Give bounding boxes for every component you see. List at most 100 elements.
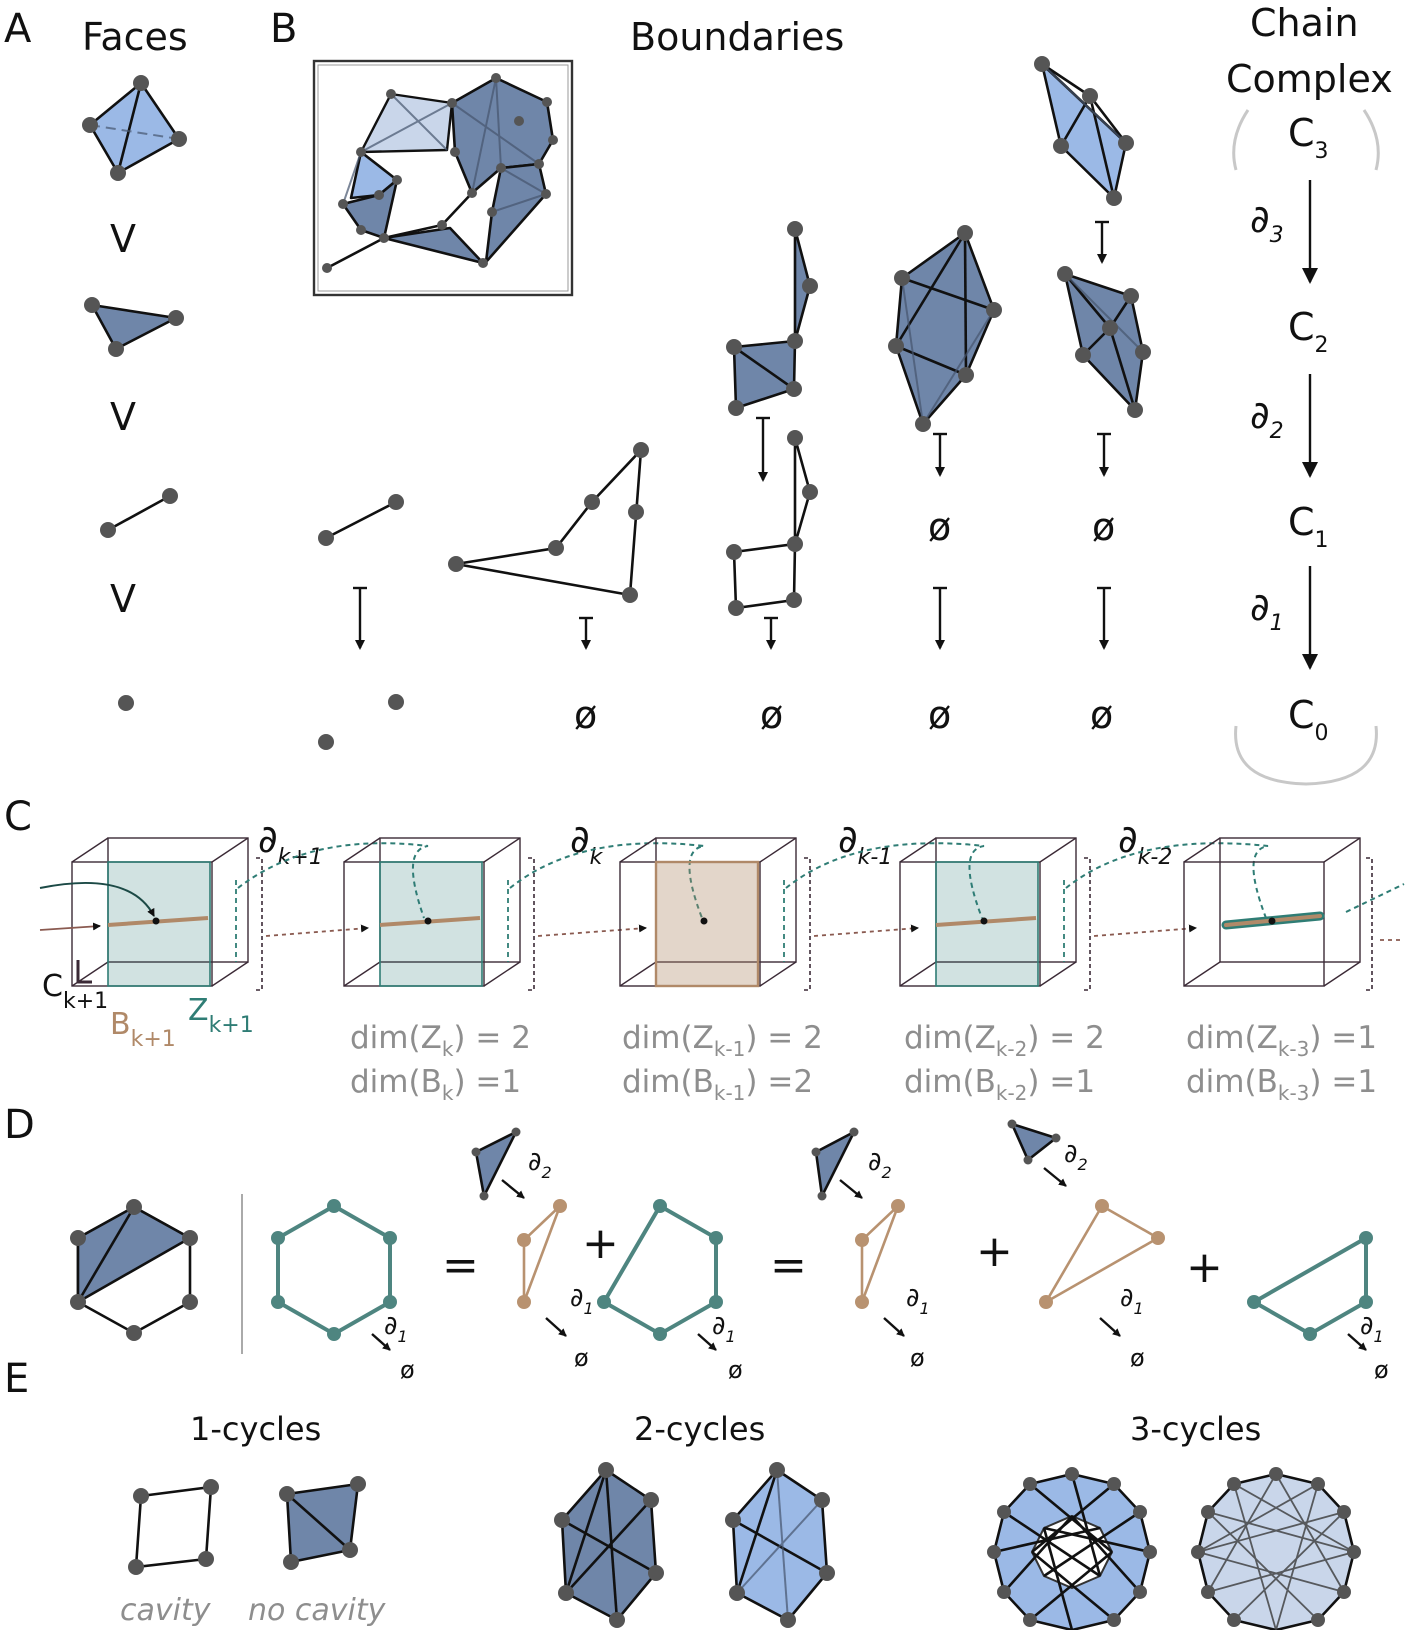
order-symbol-3: V	[110, 577, 136, 621]
map-d3: ∂3	[1250, 197, 1284, 248]
no-cavity-caption: no cavity	[248, 1593, 387, 1628]
dim-b-k-3: dim(Bk-3) =1	[1186, 1064, 1377, 1105]
boundary-col-edge	[318, 494, 404, 750]
vertex-0-face	[118, 695, 134, 711]
dim-z-k-2: dim(Zk-2) = 2	[904, 1020, 1105, 1061]
dim-b-k-1: dim(Bk-1) =2	[622, 1064, 813, 1105]
space-c0: C0	[1288, 693, 1329, 746]
d1-label-d: ∂1	[906, 1283, 930, 1318]
panel-c-chain-cubes: ∂k+1 ∂k ∂k-1 ∂k-2 Ck+1 Bk+1 Zk+1	[39, 817, 1405, 1105]
plus-3: +	[1186, 1242, 1223, 1293]
equals-2: =	[770, 1240, 807, 1291]
d1-label-e: ∂1	[1120, 1283, 1144, 1318]
three-cycle-cavity	[987, 1467, 1157, 1630]
chain-complex: Chain Complex C3 C2 C1 C0 ∂3 ∂2 ∂1	[1226, 1, 1393, 786]
empty-d3: ø	[728, 1356, 743, 1384]
d1-label-b: ∂1	[570, 1283, 594, 1318]
faces-title: Faces	[82, 15, 188, 59]
empty-set-b4a: ø	[928, 505, 951, 549]
one-cycle-cavity	[128, 1479, 219, 1575]
empty-set-b5b: ø	[1090, 693, 1113, 737]
sum-term-4: ∂2 ∂1 ø	[1007, 1119, 1165, 1372]
map-d2: ∂2	[1250, 393, 1284, 444]
order-symbol-2: V	[110, 395, 136, 439]
empty-set-b3: ø	[760, 693, 783, 737]
panel-letter-a: A	[4, 6, 32, 52]
empty-set-b4b: ø	[928, 693, 951, 737]
one-cycle-no-cavity	[279, 1476, 366, 1570]
panel-letter-b: B	[270, 6, 297, 52]
sum-term-3: ∂2 ∂1 ø	[811, 1127, 930, 1372]
equals-1: =	[442, 1240, 479, 1291]
cube-5	[1183, 837, 1405, 991]
boundary-col-square: ø	[726, 221, 818, 737]
empty-d4: ø	[910, 1344, 925, 1372]
map-label-k+1: ∂k+1	[258, 817, 323, 870]
dim-z-k-1: dim(Zk-1) = 2	[622, 1020, 823, 1061]
empty-d2: ø	[574, 1344, 589, 1372]
cavity-caption: cavity	[120, 1593, 212, 1628]
dim-z-k-3: dim(Zk-3) =1	[1186, 1020, 1377, 1061]
three-cycles-title: 3-cycles	[1130, 1410, 1261, 1448]
cube-3	[619, 837, 811, 991]
cube-1	[39, 837, 263, 991]
panel-letter-c: C	[4, 794, 32, 840]
hexagon-complex	[70, 1199, 198, 1341]
tetrahedron-3-face	[82, 75, 187, 181]
d1-label-c: ∂1	[712, 1311, 736, 1346]
panel-a-faces: Faces V V V	[82, 15, 188, 711]
sum-term-1: ∂2 ∂1 ø	[471, 1127, 594, 1372]
empty-d5: ø	[1130, 1344, 1145, 1372]
map-label-k: ∂k	[570, 817, 604, 870]
order-symbol-1: V	[110, 217, 136, 261]
map-label-k-2: ∂k-2	[1118, 817, 1172, 870]
panel-b-boundaries: Boundaries	[312, 15, 1151, 750]
boundary-col-tetra: ø ø	[1034, 56, 1151, 737]
boundaries-title: Boundaries	[630, 15, 844, 59]
two-cycles-title: 2-cycles	[634, 1410, 765, 1448]
panel-letter-d: D	[4, 1102, 35, 1148]
boundary-col-octahedron: ø ø	[888, 225, 1002, 737]
dim-b-k-2: dim(Bk-2) =1	[904, 1064, 1095, 1105]
cube-2	[343, 837, 535, 991]
panel-e-cycles: 1-cycles 2-cycles 3-cycles cavity no cav…	[120, 1410, 1361, 1630]
simplicial-complex-inset	[312, 59, 574, 297]
sum-term-2: ∂1 ø	[597, 1199, 743, 1384]
panel-letter-e: E	[4, 1356, 29, 1402]
chain-title-1: Chain	[1250, 1, 1359, 45]
d1-label-a: ∂1	[384, 1311, 408, 1346]
z-k+1-label: Zk+1	[188, 993, 254, 1038]
map-label-k-1: ∂k-1	[838, 817, 892, 870]
dim-b-k: dim(Bk) =1	[350, 1064, 521, 1105]
panel-d-cycle-sum: ∂1 ø = ∂2 ∂1 ø + ∂1 ø =	[70, 1119, 1389, 1384]
dim-z-k: dim(Zk) = 2	[350, 1020, 531, 1061]
empty-set-b5a: ø	[1092, 505, 1115, 549]
cube-4	[899, 837, 1091, 991]
two-cycle-light	[725, 1462, 835, 1628]
space-c3: C3	[1288, 111, 1329, 164]
map-d1: ∂1	[1250, 585, 1284, 636]
chain-title-2: Complex	[1226, 57, 1393, 101]
empty-d6: ø	[1374, 1356, 1389, 1384]
three-cycle-filled	[1191, 1467, 1361, 1630]
c-k+1-label: Ck+1	[42, 969, 108, 1014]
triangle-2-face	[84, 297, 184, 357]
empty-d1: ø	[400, 1356, 415, 1384]
d2-label-c: ∂2	[1064, 1139, 1088, 1174]
teal-hexagon-cycle: ∂1 ø	[271, 1199, 415, 1384]
d1-label-f: ∂1	[1360, 1311, 1384, 1346]
edge-1-face	[100, 488, 178, 538]
d2-label-b: ∂2	[868, 1147, 892, 1182]
d2-label-a: ∂2	[528, 1147, 552, 1182]
plus-1: +	[582, 1218, 619, 1269]
empty-set-b2: ø	[574, 693, 597, 737]
boundary-col-loop: ø	[448, 442, 649, 737]
space-c1: C1	[1288, 500, 1329, 553]
one-cycles-title: 1-cycles	[190, 1410, 321, 1448]
two-cycle-dark	[554, 1462, 664, 1628]
b-k+1-label: Bk+1	[110, 1007, 176, 1052]
sum-term-5: ∂1 ø	[1247, 1231, 1389, 1384]
plus-2: +	[976, 1226, 1013, 1277]
space-c2: C2	[1288, 305, 1329, 358]
